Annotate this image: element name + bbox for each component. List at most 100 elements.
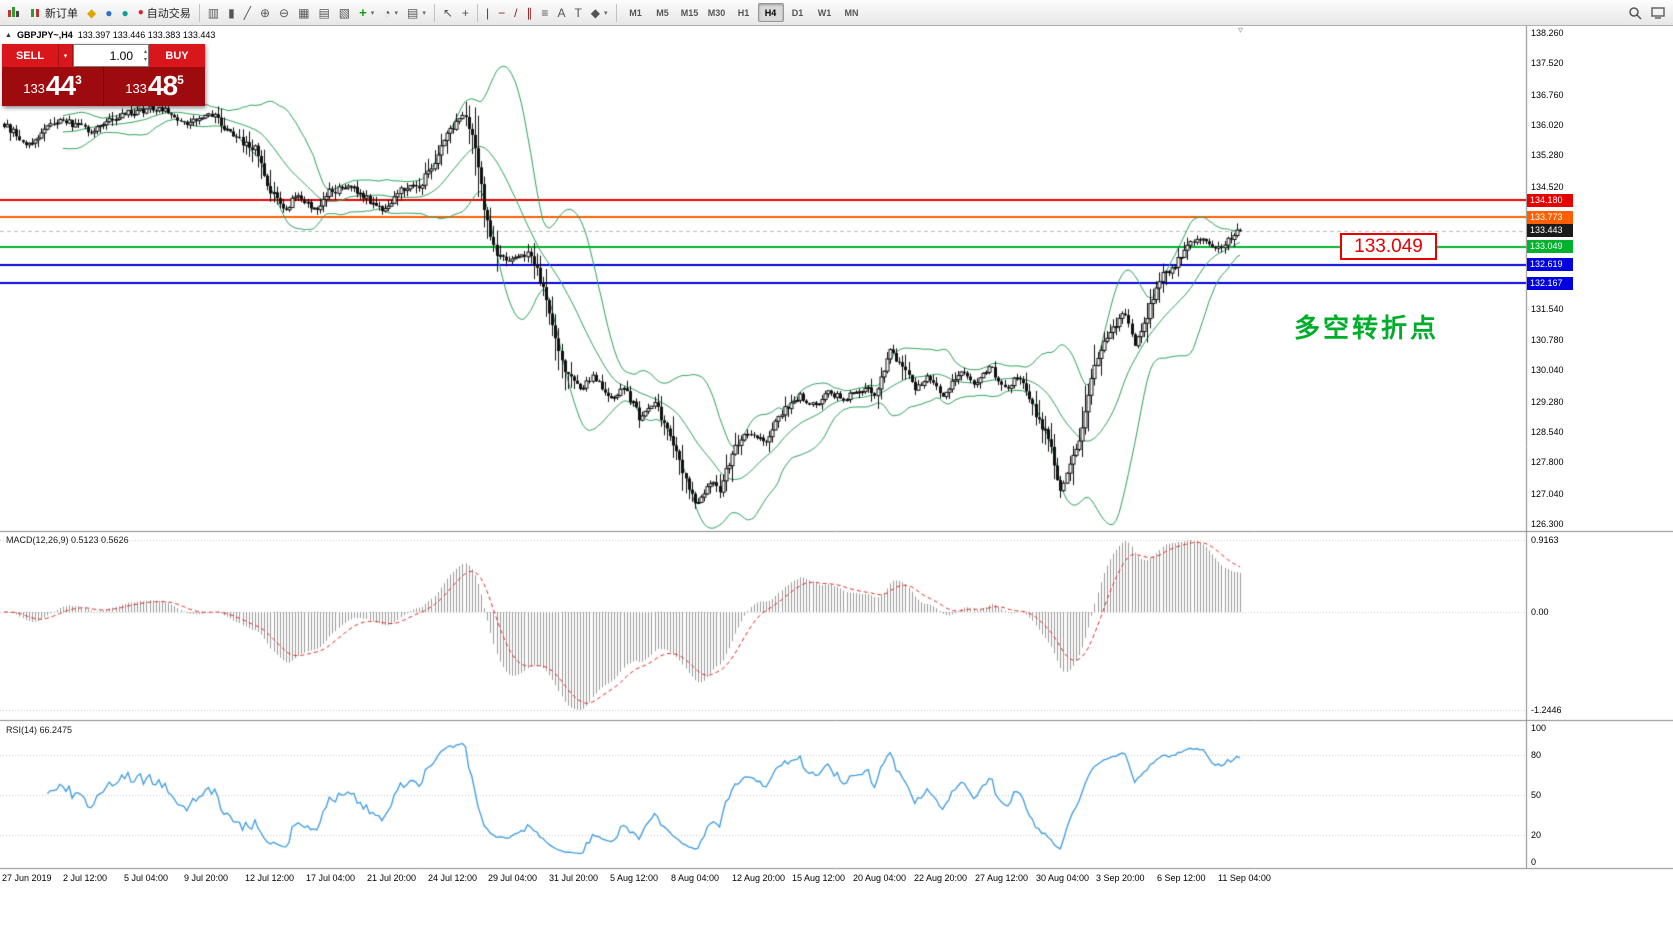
rsi-axis-tick: 100 — [1531, 723, 1547, 733]
text-tool-button[interactable]: A — [553, 3, 569, 23]
vertical-line-button[interactable]: | — [482, 3, 493, 23]
label-icon: T — [574, 5, 582, 20]
time-axis-label: 8 Aug 04:00 — [671, 873, 720, 883]
market-watch-icon: ● — [105, 5, 113, 20]
vertical-line-icon: | — [485, 5, 490, 20]
volume-up-icon[interactable]: ▴ — [143, 48, 147, 55]
tab-timeframe-d1[interactable]: D1 — [791, 8, 804, 18]
time-axis-label: 31 Jul 20:00 — [549, 873, 599, 883]
label-tool-button[interactable]: T — [570, 3, 585, 23]
screen-button[interactable] — [1647, 3, 1669, 23]
horizontal-line-button[interactable]: − — [494, 3, 509, 23]
refresh-button[interactable]: ● — [117, 3, 132, 23]
text-icon: A — [557, 5, 566, 20]
volume-down-icon[interactable]: ▾ — [143, 56, 147, 63]
chart-arrange-button[interactable]: ▧ — [335, 3, 354, 23]
chart-window-button[interactable] — [4, 3, 25, 23]
sell-button[interactable]: SELL — [2, 44, 58, 67]
shapes-button[interactable]: ◆ ▾ — [587, 3, 612, 23]
cursor-icon: ↖ — [442, 5, 453, 20]
candlestick-chart-button[interactable]: ▮ — [224, 3, 239, 23]
tab-timeframe-mn[interactable]: MN — [844, 8, 859, 18]
price-axis-tick: 126.300 — [1531, 519, 1564, 529]
price-level-annotation[interactable]: 133.049 — [1340, 233, 1437, 260]
chart-region: ▲ GBPJPY~,H4 133.397 133.446 133.383 133… — [0, 25, 1673, 948]
price-axis-tick: 137.520 — [1531, 58, 1564, 68]
crosshair-tool-button[interactable]: + — [458, 3, 473, 23]
clock-icon: ◔ — [383, 5, 391, 20]
autotrading-label: 自动交易 — [146, 7, 191, 20]
chart-shift-marker-icon[interactable]: ▿ — [1238, 25, 1244, 36]
time-axis-label: 3 Sep 20:00 — [1096, 873, 1145, 883]
time-axis-label: 17 Jul 04:00 — [306, 873, 356, 883]
turning-point-annotation: 多空转折点 — [1294, 313, 1440, 343]
market-watch-button[interactable]: ● — [101, 3, 116, 23]
macd-axis-tick: -1.2446 — [1531, 705, 1562, 715]
bar-chart-button[interactable]: ▥ — [204, 3, 223, 23]
toolbar-separator — [615, 3, 617, 22]
zoom-in-icon: ⊕ — [259, 5, 271, 20]
tab-timeframe-h4[interactable]: H4 — [757, 3, 784, 22]
macd-axis-tick: 0.00 — [1531, 607, 1549, 617]
chevron-down-icon: ▾ — [394, 9, 398, 17]
chart-ohlc-values: 133.397 133.446 133.383 133.443 — [77, 30, 216, 40]
price-axis-tick: 136.020 — [1531, 120, 1564, 130]
tab-timeframe-w1[interactable]: W1 — [817, 8, 832, 18]
time-axis-label: 24 Jul 12:00 — [428, 873, 478, 883]
rsi-axis-tick: 0 — [1531, 857, 1537, 867]
channel-button[interactable]: ∥ — [522, 3, 536, 23]
chart-arrange-icon: ▧ — [338, 5, 351, 20]
tab-timeframe-m1[interactable]: M1 — [629, 8, 642, 18]
autotrading-icon: ● — [137, 6, 144, 18]
chevron-down-icon: ▾ — [422, 9, 426, 17]
mini-chart-icon — [8, 6, 19, 17]
toolbar-separator — [476, 3, 478, 22]
trade-panel-prices: 133 44 3 133 48 5 — [2, 67, 205, 106]
templates-button[interactable]: ▤ ▾ — [403, 3, 430, 23]
time-axis-label: 27 Jun 2019 — [2, 873, 52, 883]
chart-list-icon: ▤ — [318, 5, 330, 20]
tab-timeframe-m30[interactable]: M30 — [707, 8, 726, 18]
tab-timeframe-m15[interactable]: M15 — [680, 8, 699, 18]
indicators-button[interactable]: + ▾ — [355, 3, 378, 23]
tab-timeframe-m5[interactable]: M5 — [656, 8, 669, 18]
cursor-tool-button[interactable]: ↖ — [439, 3, 457, 23]
price-level-badge: 132.619 — [1527, 258, 1573, 271]
metaeditor-button[interactable]: ◆ — [83, 3, 100, 23]
tab-timeframe-h1[interactable]: H1 — [737, 8, 750, 18]
metaeditor-icon: ◆ — [87, 5, 97, 20]
search-button[interactable] — [1624, 3, 1646, 23]
buy-button[interactable]: BUY — [149, 44, 205, 67]
trade-options-dropdown[interactable]: ▾ — [58, 44, 73, 67]
periods-button[interactable]: ◔ ▾ — [379, 3, 402, 23]
macd-axis-tick: 0.9163 — [1531, 535, 1559, 545]
time-axis-label: 12 Jul 12:00 — [245, 873, 295, 883]
time-axis-label: 27 Aug 12:00 — [975, 873, 1029, 883]
line-chart-icon: ╱ — [243, 5, 251, 20]
shapes-icon: ◆ — [590, 5, 601, 20]
collapse-icon[interactable]: ▲ — [5, 31, 12, 39]
zoom-out-button[interactable]: ⊖ — [275, 3, 293, 23]
sell-price[interactable]: 133 44 3 — [2, 67, 104, 106]
buy-price[interactable]: 133 48 5 — [104, 67, 205, 106]
refresh-icon: ● — [121, 5, 129, 20]
autotrading-button[interactable]: ● 自动交易 — [134, 3, 195, 23]
time-axis-label: 20 Aug 04:00 — [853, 873, 907, 883]
tile-windows-button[interactable]: ▦ — [294, 3, 313, 23]
zoom-in-button[interactable]: ⊕ — [256, 3, 274, 23]
time-axis-label: 12 Aug 20:00 — [732, 873, 786, 883]
chart-list-button[interactable]: ▤ — [314, 3, 333, 23]
volume-input[interactable] — [74, 45, 148, 66]
fibonacci-button[interactable]: ≡ — [537, 3, 552, 23]
chart-title: ▲ GBPJPY~,H4 133.397 133.446 133.383 133… — [5, 30, 215, 40]
time-axis-label: 5 Aug 12:00 — [610, 873, 659, 883]
rsi-axis-tick: 80 — [1531, 750, 1542, 760]
rsi-axis-tick: 20 — [1531, 830, 1542, 840]
line-chart-button[interactable]: ╱ — [240, 3, 255, 23]
time-axis-label: 11 Sep 04:00 — [1218, 873, 1271, 883]
chart-canvas[interactable] — [0, 26, 1673, 948]
new-order-button[interactable]: 新订单 — [26, 3, 82, 23]
time-axis-label: 6 Sep 12:00 — [1157, 873, 1206, 883]
rsi-axis-tick: 50 — [1531, 790, 1542, 800]
trendline-button[interactable]: / — [510, 3, 521, 23]
